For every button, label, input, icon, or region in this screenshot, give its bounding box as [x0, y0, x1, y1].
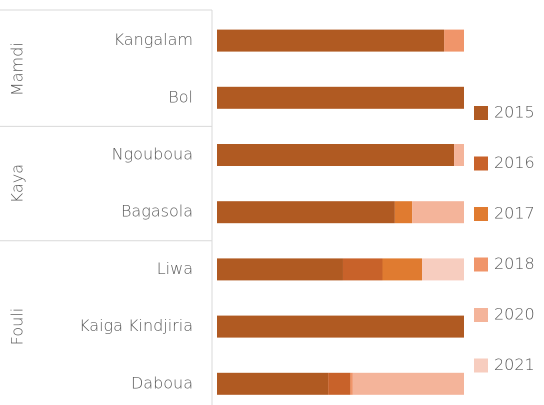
bar-segment	[217, 258, 343, 281]
category-label: Bol	[168, 87, 193, 106]
bar-segment	[217, 144, 455, 166]
legend-swatch	[474, 106, 488, 120]
bar-segment	[217, 86, 464, 109]
bar-segment	[342, 258, 383, 281]
category-label: Kangalam	[114, 30, 193, 49]
group-label: Kaya	[8, 164, 27, 203]
legend-label: 2020	[494, 305, 535, 324]
category-label: Ngouboua	[112, 145, 193, 164]
bar-segment	[352, 372, 464, 395]
legend-swatch	[474, 358, 488, 373]
category-label: Kaiga Kindjiria	[79, 316, 193, 335]
group-label: Mamdi	[8, 42, 27, 96]
category-label: Liwa	[157, 259, 193, 278]
category-label: Bagasola	[121, 202, 193, 221]
bar-segment	[422, 258, 464, 281]
group-label: Fouli	[8, 308, 27, 345]
bar-segment	[394, 201, 413, 224]
bar-segment	[328, 372, 351, 395]
bar-segment	[444, 29, 464, 52]
legend-swatch	[474, 308, 488, 322]
bar-segment	[217, 201, 395, 224]
bar-segment	[217, 372, 329, 395]
category-label: Daboua	[131, 373, 193, 392]
bar-segment	[454, 144, 464, 166]
legend-swatch	[474, 156, 488, 171]
legend-swatch	[474, 257, 488, 272]
bar-segment	[412, 201, 464, 224]
legend-label: 2016	[494, 153, 535, 172]
legend-label: 2015	[494, 103, 535, 122]
bar-segment	[217, 29, 445, 52]
legend-label: 2021	[494, 355, 535, 374]
legend-label: 2017	[494, 204, 535, 223]
bar-segment	[382, 258, 423, 281]
legend-swatch	[474, 207, 488, 221]
legend-label: 2018	[494, 254, 535, 273]
bar-segment	[350, 372, 353, 395]
bar-segment	[217, 315, 464, 338]
